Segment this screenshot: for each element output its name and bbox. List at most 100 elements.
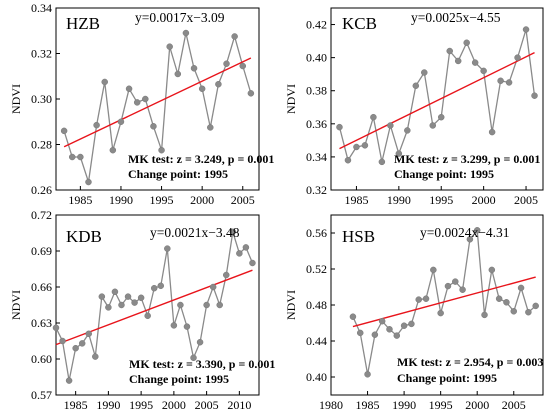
x-tick-label: 1985 [356,398,380,412]
data-point [164,245,171,252]
x-tick-label: 1980 [319,398,343,412]
data-point [444,282,452,290]
data-point [249,259,256,267]
data-point [437,309,444,317]
data-point [98,293,106,300]
regression-equation: y=0.0021x−3.48 [150,225,240,240]
data-point [133,99,141,106]
y-tick-label: 0.34 [306,150,327,164]
data-point [182,29,190,37]
x-tick-label: 1995 [150,193,174,207]
change-point: Change point: 1995 [129,372,229,386]
data-point [158,146,165,154]
data-point [52,324,60,332]
data-point [60,127,68,135]
data-point [144,312,151,320]
data-point [349,313,357,320]
y-tick-label: 0.72 [31,208,52,222]
data-point [196,338,204,346]
x-tick-label: 1995 [429,398,453,412]
x-tick-label: 2005 [195,398,219,412]
data-point [223,60,230,67]
data-point [209,283,217,291]
mk-test-result: MK test: z = 3.249, p = 0.001 [128,152,274,166]
y-tick-label: 0.42 [306,18,327,32]
y-tick-label: 0.32 [31,47,52,61]
region-code: HZB [66,14,100,33]
data-point [77,153,84,161]
data-point [415,296,422,303]
change-point: Change point: 1995 [397,371,497,385]
y-axis-label: NDVI [284,84,298,114]
y-tick-label: 0.40 [306,51,327,65]
data-point [488,266,496,274]
y-tick-label: 0.38 [306,84,327,98]
panel-hsb: 1980 1985 1990 1995 2000 2005 0.40 0.44 0.48 0.52… [284,214,544,412]
data-point [371,331,379,338]
data-point [459,286,466,293]
y-tick-label: 0.66 [31,280,52,294]
data-point [344,156,352,164]
data-point [488,128,496,136]
data-point [408,320,415,328]
data-point [207,124,214,131]
data-point [395,150,403,157]
mk-test-result: MK test: z = 2.954, p = 0.003 [397,355,543,369]
data-point [198,85,206,93]
trend-line [55,269,253,346]
data-point [437,113,445,121]
data-point [174,70,182,78]
data-point [532,302,539,310]
x-tick-label: 1985 [344,193,368,207]
y-tick-label: 0.30 [31,92,52,106]
data-point [109,146,117,154]
data-point [65,377,73,384]
data-point [183,323,191,330]
data-point [231,33,238,40]
x-tick-label: 1995 [429,193,453,207]
x-tick-label: 2000 [465,398,489,412]
data-point [92,353,99,360]
region-code: KDB [66,227,102,246]
data-point [170,322,178,329]
data-point [117,118,125,125]
plot-frame [330,7,544,191]
x-tick-label: 2005 [514,193,538,207]
data-point [525,308,532,316]
mk-test-result: MK test: z = 3.299, p = 0.001 [394,152,540,166]
data-point [454,57,462,65]
region-code: KCB [342,14,377,33]
trend-line [63,57,252,148]
data-point [78,340,86,347]
data-point [393,332,401,339]
x-tick-label: 1990 [109,193,133,207]
data-point [166,43,173,50]
x-tick-label: 1985 [64,398,88,412]
data-point [387,122,394,129]
x-tick-label: 2000 [472,193,496,207]
data-point [142,95,149,103]
data-point [242,244,250,251]
data-point [111,288,119,296]
data-point [412,82,420,90]
data-point [239,62,247,70]
data-point [336,123,343,131]
data-point [215,80,222,88]
y-tick-label: 0.63 [31,316,52,330]
regression-equation: y=0.0017x−3.09 [135,10,225,25]
data-point [517,284,525,292]
y-tick-label: 0.57 [31,388,52,402]
data-point [150,284,158,292]
data-point [466,236,474,243]
data-point [177,301,184,309]
data-point [157,282,165,290]
data-point [522,26,530,33]
data-point [203,301,210,309]
x-tick-label: 2010 [227,398,251,412]
data-point [400,322,408,329]
y-tick-label: 0.34 [31,1,52,15]
data-point [452,278,459,285]
data-point [131,299,138,306]
data-point [353,143,360,151]
data-point [216,301,223,309]
